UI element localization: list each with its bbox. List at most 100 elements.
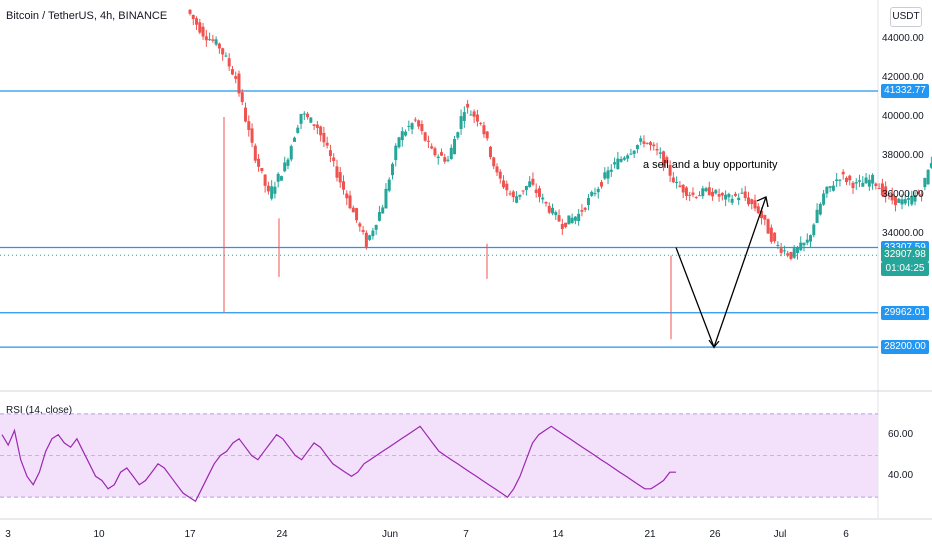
candle-body <box>786 253 790 256</box>
candle-body <box>577 213 581 222</box>
candle-body <box>929 163 932 168</box>
candle-body <box>831 185 835 191</box>
candle-body <box>733 193 737 196</box>
candle-body <box>825 186 829 194</box>
candle-body <box>671 177 675 183</box>
candle-body <box>720 192 724 196</box>
candle-body <box>250 128 254 143</box>
candle-body <box>893 196 897 206</box>
candle-body <box>436 156 440 159</box>
candle-body <box>649 142 653 146</box>
time-tick-label: 6 <box>843 529 849 540</box>
candle-body <box>188 9 192 14</box>
projection-arrowhead <box>708 339 720 349</box>
time-tick-label: 21 <box>644 529 656 540</box>
candle-body <box>714 190 718 194</box>
candle-body <box>675 181 679 184</box>
candle-body <box>812 224 816 236</box>
candle-body <box>224 55 228 57</box>
candle-body <box>315 124 319 128</box>
candle-body <box>746 197 750 205</box>
candle-body <box>524 185 528 191</box>
candle-body <box>642 141 646 144</box>
rsi-tick-label: 60.00 <box>888 428 914 440</box>
candle-body <box>511 191 515 198</box>
candle-body <box>211 39 215 41</box>
candle-body <box>227 58 231 67</box>
candle-body <box>551 207 555 214</box>
candle-body <box>789 251 793 259</box>
candle-body <box>505 183 509 191</box>
candle-body <box>567 215 571 225</box>
candle-body <box>926 169 930 185</box>
candle-body <box>544 201 548 204</box>
projection-arrowhead <box>756 196 769 208</box>
candle-body <box>645 142 649 144</box>
candle-body <box>508 193 512 195</box>
candle-body <box>234 76 238 79</box>
candle-body <box>342 181 346 190</box>
candle-body <box>613 162 617 165</box>
candle-body <box>286 159 290 166</box>
candle-body <box>358 223 362 227</box>
candle-body <box>596 188 600 193</box>
candle-body <box>537 188 541 198</box>
candle-body <box>371 230 375 237</box>
candle-body <box>573 216 577 221</box>
currency-badge[interactable]: USDT <box>890 7 922 27</box>
candle-body <box>776 244 780 246</box>
candle-body <box>743 191 747 199</box>
candle-body <box>593 193 597 195</box>
candle-body <box>884 186 888 197</box>
chart-title: Bitcoin / TetherUS, 4h, BINANCE <box>6 10 168 22</box>
candle-body <box>655 149 659 151</box>
candle-body <box>694 197 698 199</box>
candle-body <box>707 187 711 196</box>
candle-body <box>426 140 430 142</box>
candle-body <box>851 182 855 188</box>
candle-body <box>880 183 884 196</box>
candle-body <box>449 147 453 160</box>
candle-body <box>240 92 244 103</box>
candle-body <box>518 194 522 197</box>
candle-body <box>456 132 460 138</box>
candle-body <box>609 169 613 172</box>
candle-body <box>198 22 202 33</box>
candle-body <box>335 166 339 178</box>
candle-body <box>639 138 643 142</box>
price-tick-label: 36000.00 <box>882 189 924 200</box>
candle-body <box>691 192 695 195</box>
candle-body <box>867 179 871 187</box>
candle-body <box>479 122 483 124</box>
candle-body <box>907 198 911 200</box>
candle-body <box>554 212 558 216</box>
price-tick-label: 34000.00 <box>882 228 924 239</box>
candle-body <box>423 132 427 141</box>
candle-body <box>485 131 489 139</box>
time-tick-label: Jun <box>381 529 399 540</box>
candle-body <box>861 182 865 187</box>
candle-body <box>727 193 731 198</box>
time-tick-label: 14 <box>552 529 564 540</box>
rsi-band <box>0 413 878 498</box>
candle-body <box>407 125 411 127</box>
candle-body <box>482 125 486 135</box>
candle-body <box>257 158 261 167</box>
candle-body <box>384 188 388 209</box>
candle-body <box>453 138 457 155</box>
candle-body <box>345 193 349 199</box>
candle-body <box>374 224 378 230</box>
candle-body <box>795 247 799 253</box>
candle-body <box>439 152 443 156</box>
candle-body <box>475 114 479 122</box>
candle-body <box>230 69 234 75</box>
candle-body <box>368 235 372 240</box>
candle-body <box>201 26 205 37</box>
candle-body <box>848 175 852 181</box>
candle-body <box>910 195 914 205</box>
candle-body <box>528 181 532 188</box>
candle-body <box>217 43 221 49</box>
candle-body <box>635 144 639 150</box>
